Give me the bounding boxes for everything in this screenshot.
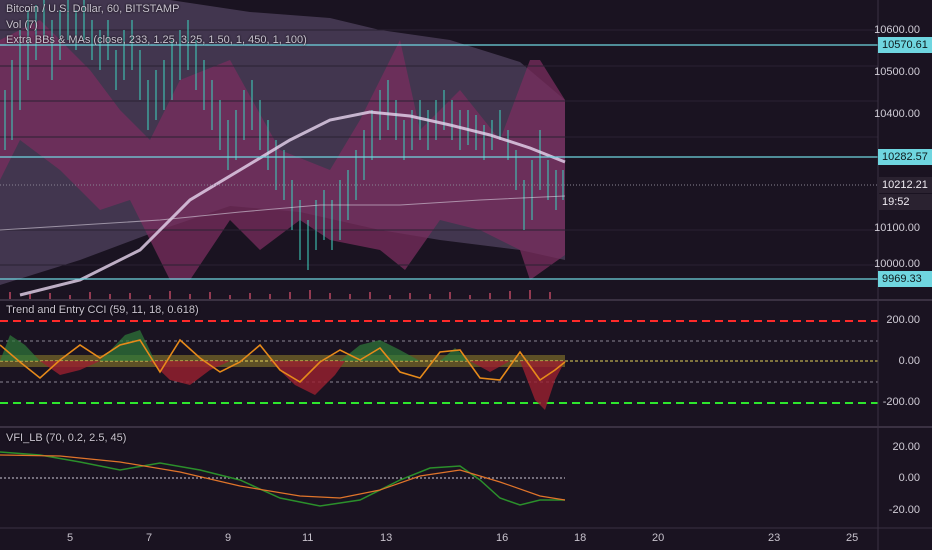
countdown-badge: 19:52: [878, 194, 932, 210]
inner-band: [0, 20, 565, 280]
vfi-signal-line: [0, 454, 566, 501]
price-tick: 10600.00: [874, 24, 920, 36]
time-axis[interactable]: [0, 528, 932, 550]
cci-tick: 0.00: [898, 355, 920, 367]
price-tick: 10100.00: [874, 222, 920, 234]
time-label: 25: [846, 532, 859, 544]
vfi-green-line: [0, 451, 565, 507]
bb-legend[interactable]: Extra BBs & MAs (close, 233, 1.25, 3.25,…: [6, 34, 307, 46]
time-label: 18: [574, 532, 587, 544]
time-label: 11: [302, 532, 314, 544]
price-badge-10282: 10282.57: [878, 149, 932, 165]
cci-tick: -200.00: [882, 396, 920, 408]
ma-thin: [0, 195, 566, 231]
volume-bars: [9, 290, 551, 299]
vol-legend[interactable]: Vol (7): [6, 19, 38, 31]
cci-histogram-red: [40, 361, 565, 410]
time-label: 13: [380, 532, 393, 544]
price-badge-10570: 10570.61: [878, 37, 932, 53]
price-tick: 10000.00: [874, 258, 920, 270]
ma-thick: [19, 110, 566, 297]
price-tick: 10500.00: [874, 66, 920, 78]
time-label: 9: [225, 532, 232, 544]
vfi-tick: 20.00: [892, 441, 920, 453]
cci-histogram-green: [0, 330, 470, 361]
time-label: 7: [146, 532, 153, 544]
vfi-tick: -20.00: [888, 504, 920, 516]
cci-tick: 200.00: [886, 314, 920, 326]
vfi-tick: 0.00: [898, 472, 920, 484]
vfi-pane[interactable]: [0, 428, 878, 528]
last-price-badge: 10212.21: [878, 177, 932, 193]
symbol-legend[interactable]: Bitcoin / U.S. Dollar, 60, BITSTAMP: [6, 3, 180, 15]
cci-line: [0, 338, 566, 384]
time-label: 5: [67, 532, 74, 544]
price-grid: [0, 29, 878, 266]
time-label: 16: [496, 532, 509, 544]
cci-legend[interactable]: Trend and Entry CCI (59, 11, 18, 0.618): [6, 304, 199, 316]
time-label: 20: [652, 532, 665, 544]
price-badge-9969: 9969.33: [878, 271, 932, 287]
time-label: 23: [768, 532, 781, 544]
vfi-legend[interactable]: VFI_LB (70, 0.2, 2.5, 45): [6, 432, 127, 444]
price-tick: 10400.00: [874, 108, 920, 120]
